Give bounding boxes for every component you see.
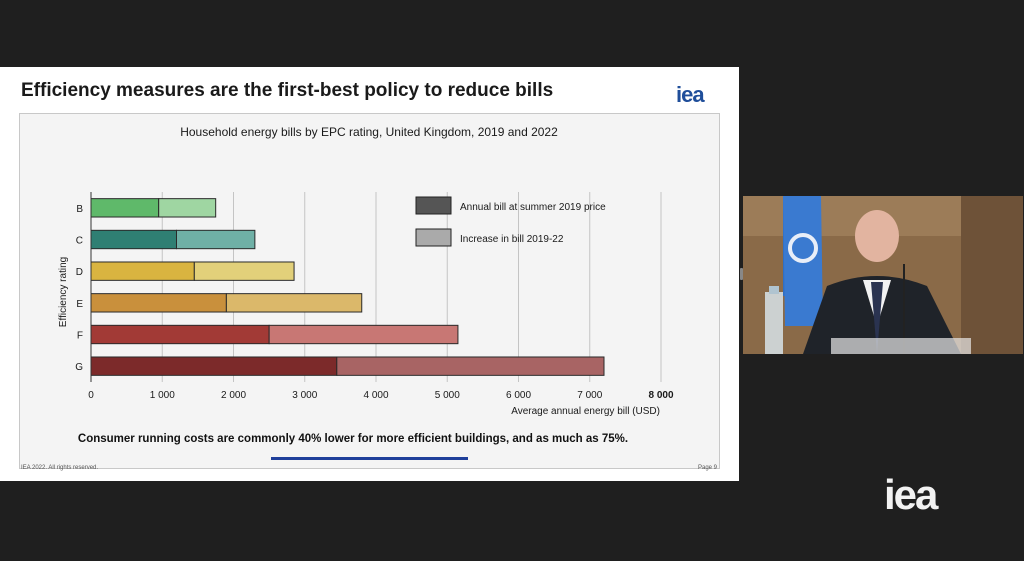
x-tick-label: 2 000 <box>221 390 246 401</box>
x-tick-label: 4 000 <box>363 390 388 401</box>
chart-title: Household energy bills by EPC rating, Un… <box>180 125 558 139</box>
bar-chart: Household energy bills by EPC rating, Un… <box>58 125 674 445</box>
x-tick-label: 1 000 <box>150 390 175 401</box>
y-tick-label: D <box>76 267 83 278</box>
x-tick-label: 8 000 <box>648 390 673 401</box>
iea-corner-logo: iea <box>884 471 938 518</box>
x-tick-label: 3 000 <box>292 390 317 401</box>
bar-b-series-0 <box>90 198 160 218</box>
y-tick-label: G <box>75 362 83 373</box>
bar-g-series-1 <box>336 356 605 376</box>
x-tick-label: 7 000 <box>577 390 602 401</box>
chart-frame: Household energy bills by EPC rating, Un… <box>19 113 720 469</box>
x-tick-labels: 0 1 000 2 000 3 000 4 000 5 000 6 000 7 000 8 00… <box>88 390 674 401</box>
bar-b-series-1 <box>158 198 217 218</box>
y-tick-label: C <box>76 236 83 247</box>
bar-d-series-1 <box>193 261 295 281</box>
page-number: Page 9 <box>698 465 718 471</box>
y-tick-label: E <box>76 299 83 310</box>
legend-swatch-increase <box>415 228 452 247</box>
bar-c-series-1 <box>176 229 256 250</box>
slide-progress-bar <box>271 457 468 460</box>
bar-f-series-0 <box>90 324 270 345</box>
bar-g-series-0 <box>90 356 338 376</box>
bars <box>90 198 605 376</box>
x-tick-label: 6 000 <box>506 390 531 401</box>
grid-lines <box>161 192 662 382</box>
bar-e-series-1 <box>225 293 363 313</box>
resize-handle[interactable] <box>740 268 743 280</box>
y-axis-label: Efficiency rating <box>58 257 69 327</box>
legend-label-increase: Increase in bill 2019-22 <box>460 234 564 245</box>
iea-logo: iea <box>676 82 705 107</box>
presentation-slide: Efficiency measures are the first-best p… <box>0 67 739 481</box>
x-tick-label: 0 <box>88 390 94 401</box>
copyright-footer: IEA 2022. All rights reserved. <box>21 465 99 471</box>
bar-c-series-0 <box>90 229 177 250</box>
y-tick-labels: B C D E F G <box>75 204 83 373</box>
x-axis-label: Average annual energy bill (USD) <box>511 406 660 417</box>
bar-e-series-0 <box>90 293 227 313</box>
legend-swatch-2019 <box>415 196 452 215</box>
y-tick-label: F <box>77 331 83 342</box>
bar-f-series-1 <box>268 324 459 345</box>
speaker-video-image <box>743 196 1023 354</box>
legend: Annual bill at summer 2019 price Increas… <box>415 196 606 247</box>
y-tick-label: B <box>76 204 83 215</box>
speaker-video-feed <box>743 196 1023 354</box>
x-tick-label: 5 000 <box>435 390 460 401</box>
bar-d-series-0 <box>90 261 195 281</box>
legend-label-2019: Annual bill at summer 2019 price <box>460 202 606 213</box>
slide-title: Efficiency measures are the first-best p… <box>21 80 554 101</box>
chart-annotation: Consumer running costs are commonly 40% … <box>78 433 628 445</box>
